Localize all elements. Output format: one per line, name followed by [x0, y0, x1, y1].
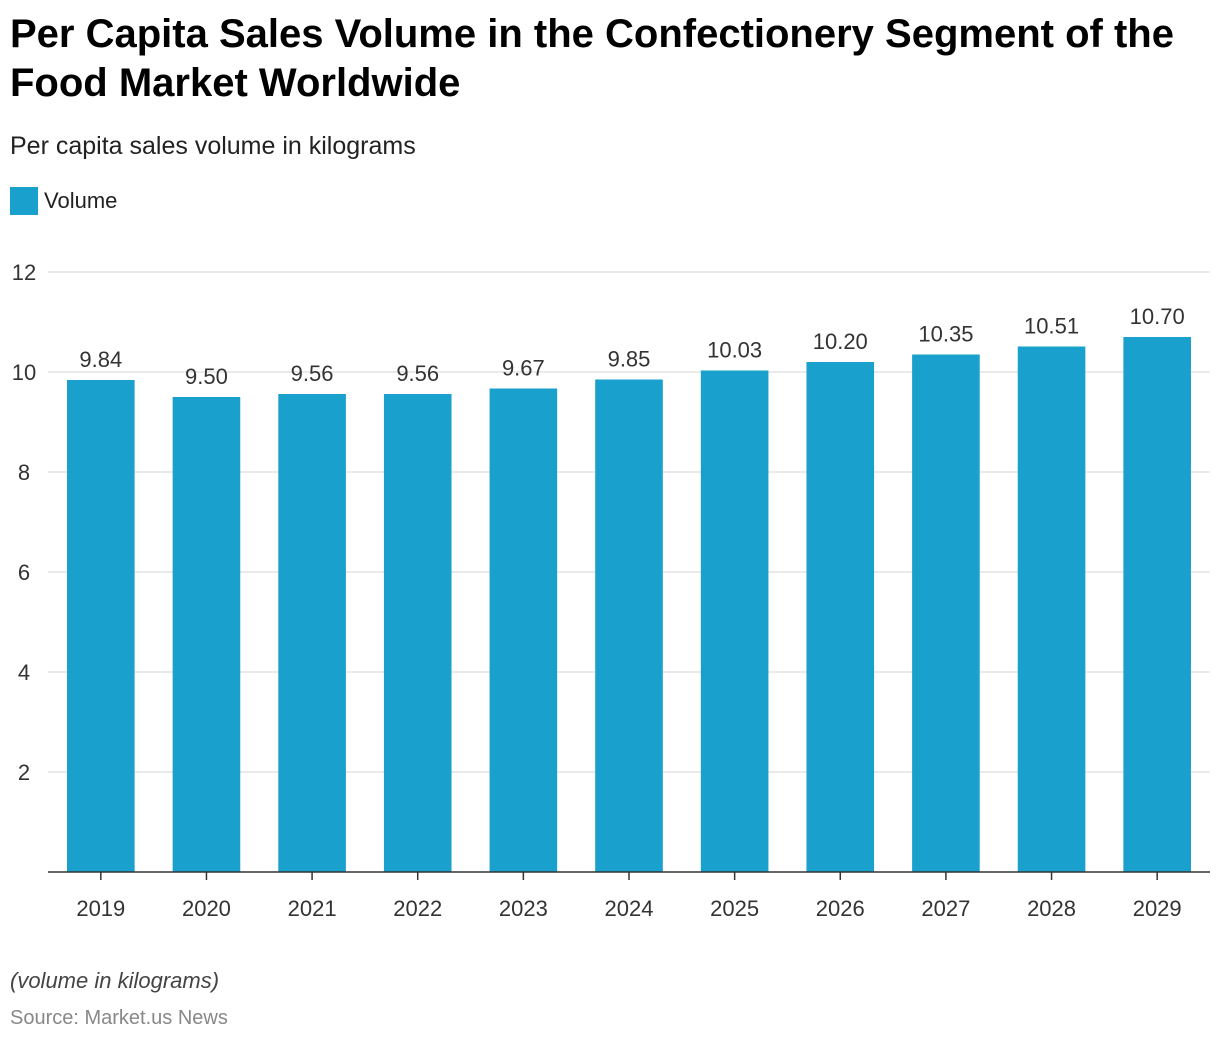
- footnote: (volume in kilograms): [10, 968, 220, 993]
- chart-title: Per Capita Sales Volume in the Confectio…: [10, 12, 1174, 105]
- x-tick-label-2020: 2020: [182, 896, 231, 921]
- x-tick-label-2021: 2021: [288, 896, 337, 921]
- bar-2021: [278, 394, 346, 872]
- bar-2024: [595, 379, 663, 872]
- bar-2025: [700, 370, 769, 872]
- value-label-2026: 10.20: [813, 329, 868, 354]
- value-label-2024: 9.85: [608, 347, 651, 372]
- y-tick-label-12: 12: [12, 260, 36, 285]
- legend-label-volume: Volume: [44, 188, 118, 213]
- value-label-2019: 9.84: [79, 347, 122, 372]
- y-tick-label-10: 10: [12, 360, 36, 385]
- bar-2023: [489, 388, 558, 872]
- value-label-2027: 10.35: [918, 322, 973, 347]
- x-tick-label-2025: 2025: [710, 896, 759, 921]
- y-tick-label-2: 2: [18, 760, 30, 785]
- x-tick-label-2028: 2028: [1027, 896, 1076, 921]
- value-label-2023: 9.67: [502, 356, 545, 381]
- x-tick-label-2029: 2029: [1133, 896, 1182, 921]
- bar-2029: [1123, 337, 1191, 872]
- y-tick-label-6: 6: [18, 560, 30, 585]
- legend-swatch-volume: [10, 187, 38, 215]
- bar-2028: [1017, 346, 1086, 872]
- chart-subtitle: Per capita sales volume in kilograms: [10, 132, 416, 160]
- legend: Volume: [10, 186, 117, 216]
- bar-2020: [172, 397, 241, 872]
- bar-2022: [383, 394, 452, 872]
- x-tick-label-2026: 2026: [816, 896, 865, 921]
- bar-2027: [912, 354, 980, 872]
- value-label-2028: 10.51: [1024, 314, 1079, 339]
- value-label-2021: 9.56: [291, 361, 334, 386]
- bar-2026: [806, 362, 875, 872]
- value-label-2022: 9.56: [396, 361, 439, 386]
- bar-2019: [67, 380, 135, 872]
- bar-chart: 2 4 6 8 10 12 9.84 2019 9.50 2020 9.56 2021 9.56 2022…: [12, 260, 1210, 921]
- value-label-2025: 10.03: [707, 338, 762, 363]
- x-tick-label-2019: 2019: [76, 896, 125, 921]
- x-tick-label-2023: 2023: [499, 896, 548, 921]
- x-tick-label-2027: 2027: [921, 896, 970, 921]
- source-note: Source: Market.us News: [10, 1007, 228, 1029]
- x-tick-label-2024: 2024: [605, 896, 654, 921]
- y-tick-label-4: 4: [18, 660, 30, 685]
- y-tick-label-8: 8: [18, 460, 30, 485]
- value-label-2020: 9.50: [185, 364, 228, 389]
- x-tick-label-2022: 2022: [393, 896, 442, 921]
- value-label-2029: 10.70: [1130, 304, 1185, 329]
